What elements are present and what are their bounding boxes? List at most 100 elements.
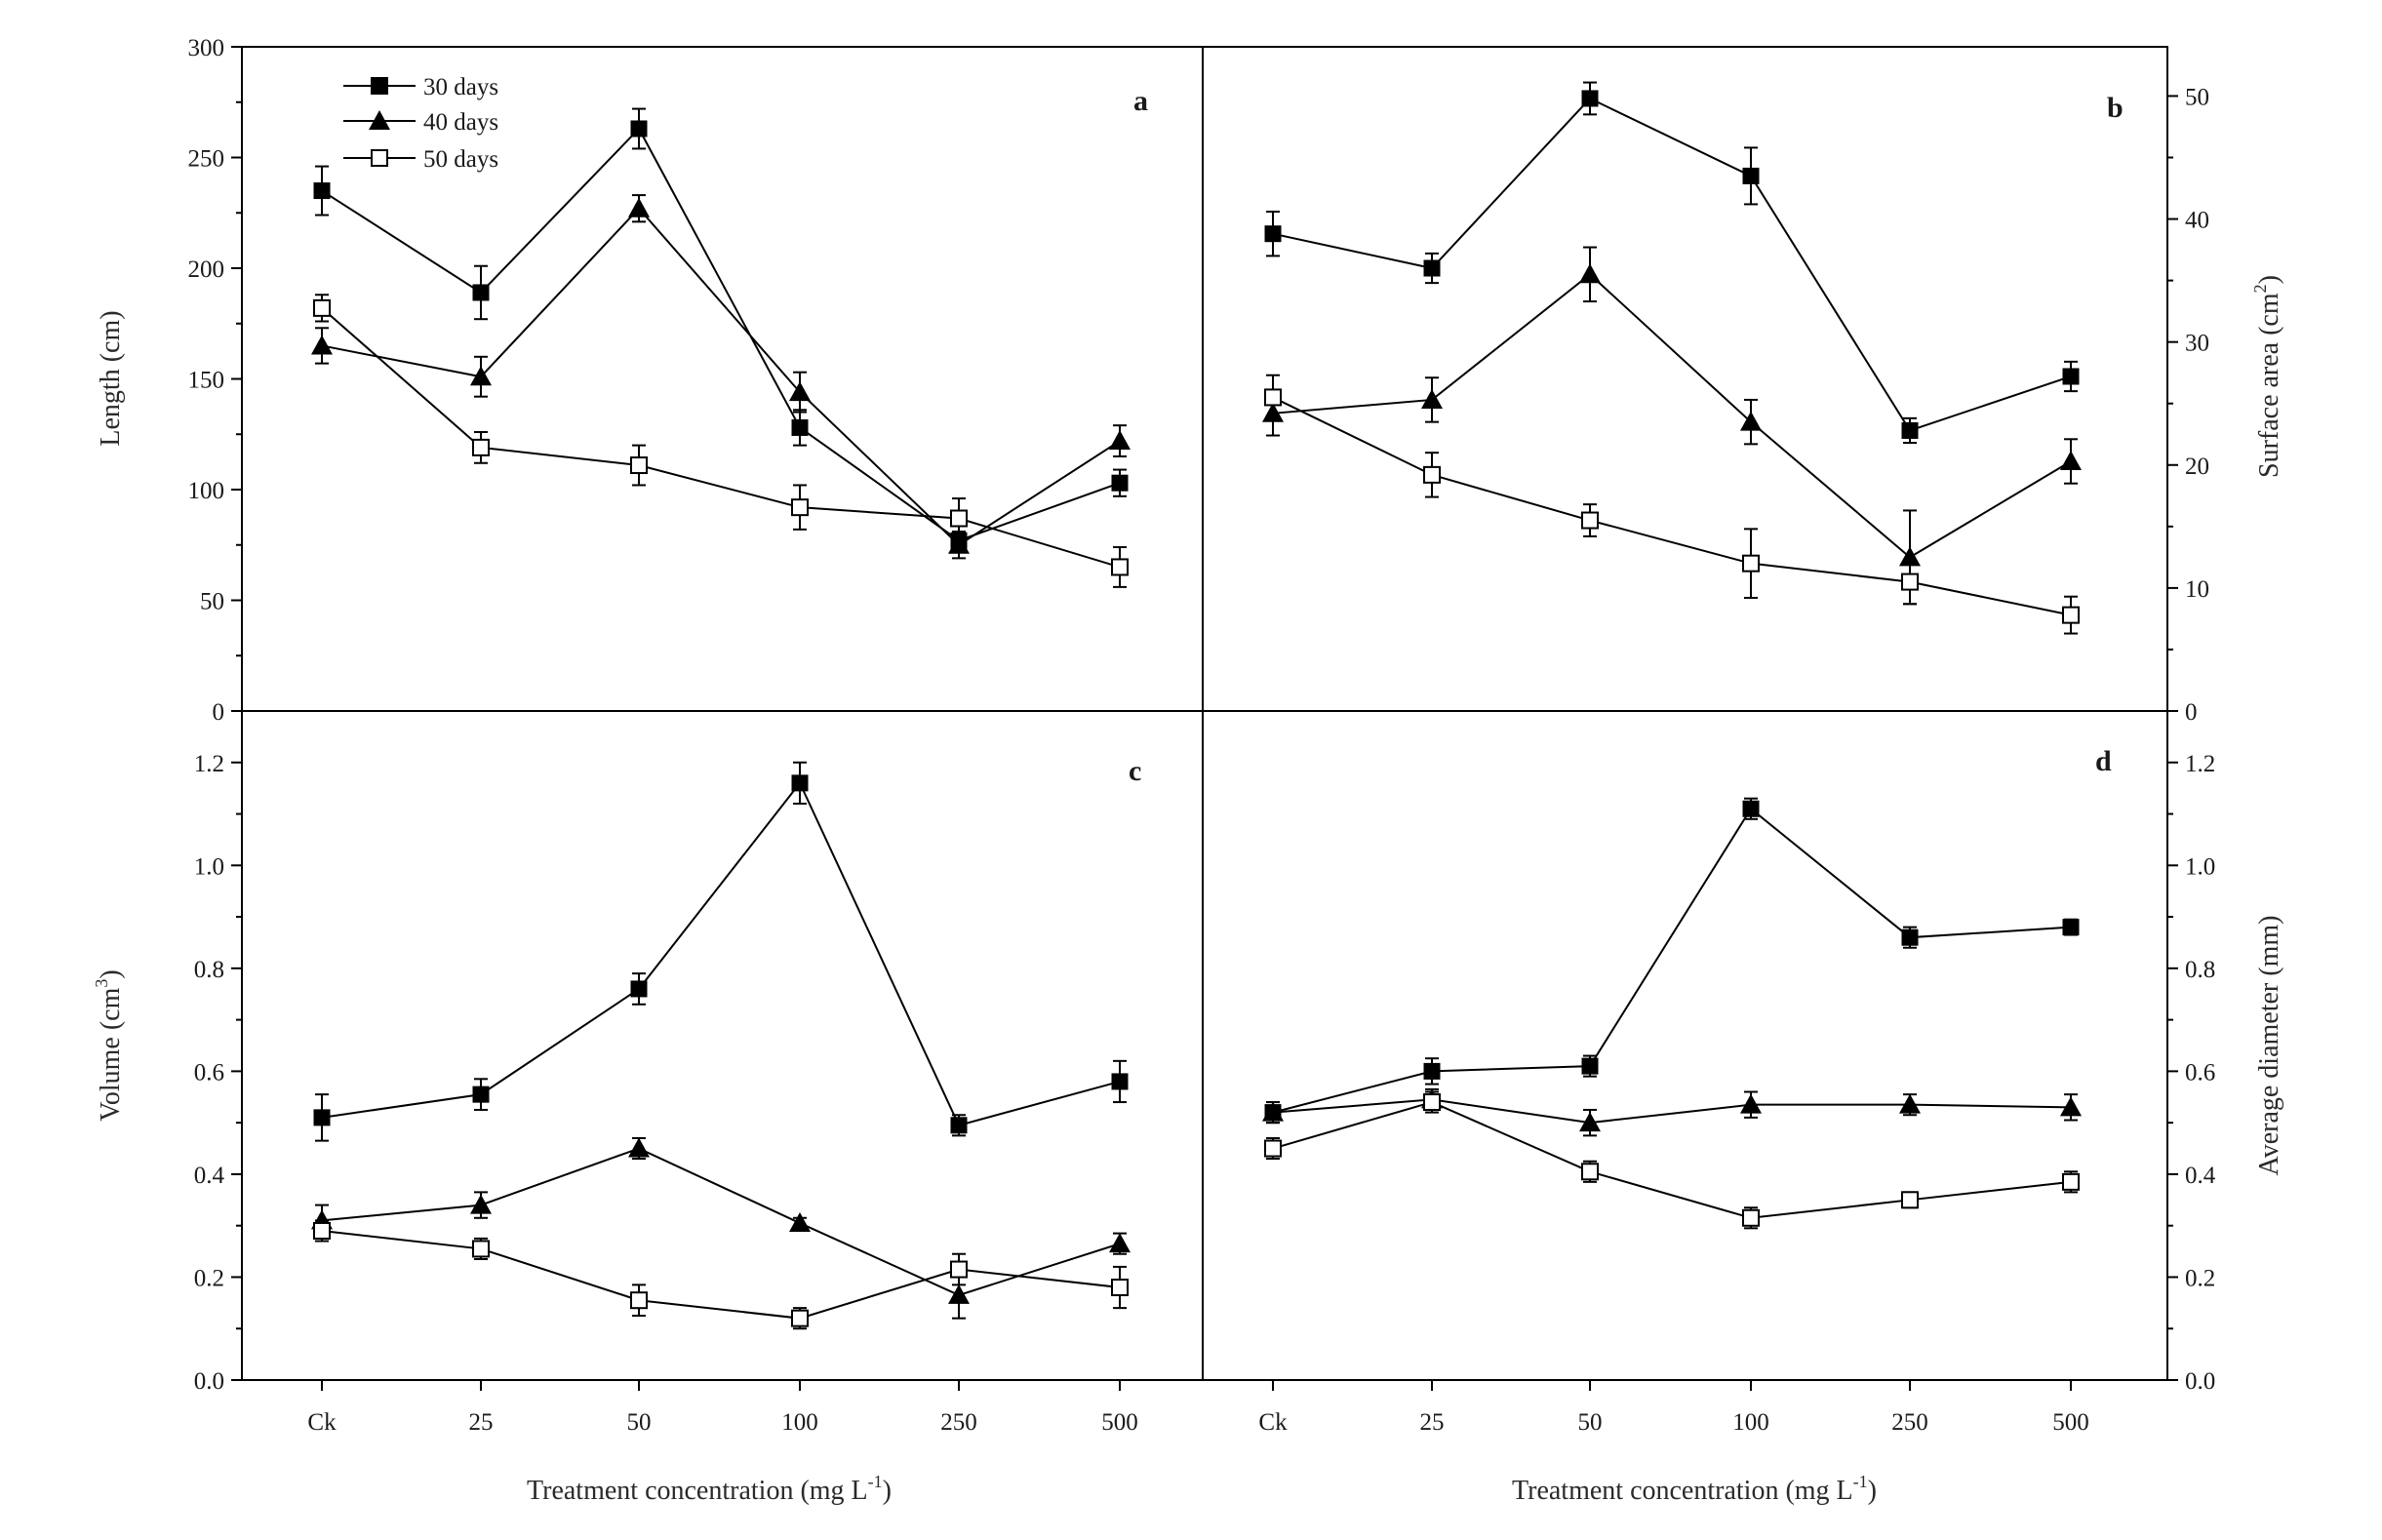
- panel-a-series-30-days-point: [791, 418, 809, 436]
- panel-d-frame: [1202, 710, 2168, 1381]
- panel-d-series-30-days: [1264, 797, 2080, 1125]
- panel-c-y-axis-title-close: ): [96, 969, 126, 978]
- panel-d-y-axis-title: Average diameter (mm): [2254, 916, 2284, 1176]
- panel-a-ytick-label: 250: [188, 146, 225, 173]
- panel-b-ytick-label: 50: [2185, 84, 2209, 110]
- x-axis-title-left: Treatment concentration (mg L-1): [527, 1472, 892, 1506]
- panel-d-ytick-label: 1.0: [2185, 853, 2215, 880]
- panel-d-series-40-days-point: [1899, 1093, 1921, 1114]
- panel-b-y-axis-title-sup: 2: [2250, 284, 2270, 293]
- x-axis-title-right: Treatment concentration (mg L-1): [1512, 1472, 1877, 1506]
- panel-b-series-40-days-point: [1579, 263, 1601, 284]
- panel-b-series-40-days-point: [1421, 388, 1443, 409]
- legend: 30 days 40 days 50 days: [343, 74, 498, 173]
- panel-b-frame: [1202, 46, 2168, 712]
- panel-a-y-axis-title-text: Length (cm): [96, 310, 126, 446]
- panel-c-ytick-label: 0.4: [194, 1163, 225, 1189]
- panel-c-ytick-label: 1.2: [194, 751, 224, 777]
- legend-label-50-days: 50 days: [423, 146, 498, 173]
- panel-b-series-50-days-point: [1901, 573, 1919, 591]
- panel-d-xtick-label: Ck: [1258, 1409, 1288, 1436]
- panel-a-letter: a: [1133, 85, 1148, 117]
- panel-c-xtick-label: 100: [781, 1409, 818, 1436]
- panel-d-ytick-label: 0.8: [2185, 957, 2215, 983]
- panel-d-series-50-days-point: [1581, 1163, 1599, 1181]
- legend-marker-30-days: [371, 77, 388, 95]
- panel-c-xtick-label: 500: [1101, 1409, 1138, 1436]
- panel-d-ytick-label: 0.6: [2185, 1059, 2215, 1086]
- panel-a-series-30-days-point: [313, 182, 331, 200]
- panel-c-series-30-days-point: [472, 1086, 490, 1103]
- panel-c-y-axis-title-text: Volume (cm: [96, 987, 126, 1121]
- panel-d-series-40-days-point: [1262, 1101, 1284, 1122]
- panel-c-ytick-label: 1.0: [194, 853, 224, 880]
- panel-c-series-40-days-point: [1109, 1233, 1131, 1253]
- panel-a-frame: [241, 46, 1204, 712]
- panel-a-ytick-label: 100: [188, 478, 225, 504]
- panel-b: 0 10 20 30 40 50 Surface area (cm2) b: [1202, 46, 2284, 726]
- panel-b-ytick-label: 40: [2185, 208, 2209, 234]
- panel-b-series-30-days-point: [1423, 259, 1441, 277]
- panel-b-series-50-days-point: [1742, 554, 1760, 573]
- panel-b-series-30-days-point: [1742, 167, 1760, 184]
- panel-c-series-30-days-point: [791, 774, 809, 792]
- x-axis-title-left-close: ): [883, 1476, 892, 1506]
- panel-d-ytick-label: 0.2: [2185, 1265, 2215, 1291]
- panel-b-series-50-days: [1264, 374, 2080, 635]
- panel-c-series-50-days-point: [791, 1309, 809, 1327]
- panel-d-series-30-days-point: [1581, 1057, 1599, 1075]
- panel-a-series-50-days-point: [1111, 558, 1129, 576]
- panel-d-series-50-days-point: [1901, 1191, 1919, 1209]
- panel-c-ytick-label: 0.8: [194, 957, 224, 983]
- panel-b-series-50-days-point: [1581, 511, 1599, 530]
- panel-c-series-30-days-line: [321, 780, 1121, 1126]
- legend-label-40-days: 40 days: [423, 109, 498, 136]
- panel-c-series-50-days: [313, 1219, 1129, 1330]
- panel-d-ytick-label: 1.2: [2185, 751, 2215, 777]
- panel-b-series-40-days-point: [1899, 546, 1921, 567]
- panel-c-series-40-days-line: [321, 1147, 1121, 1297]
- panel-a-y-axis-title: Length (cm): [96, 310, 126, 446]
- panel-a-series-30-days-point: [1111, 474, 1129, 492]
- panel-c-xtick-label: 250: [940, 1409, 977, 1436]
- panel-b-series-50-days-line: [1272, 396, 2072, 616]
- panel-a-series-40-days: [311, 194, 1131, 560]
- x-axis-title-left-sup: -1: [868, 1472, 883, 1491]
- panel-a-ytick-label: 200: [188, 257, 225, 283]
- x-axis-title-right-text: Treatment concentration (mg L: [1512, 1476, 1853, 1506]
- panel-d-series-50-days: [1264, 1090, 2080, 1230]
- panel-c-series-30-days-point: [950, 1117, 968, 1134]
- panel-a-series-50-days-point: [950, 509, 968, 528]
- panel-d-xtick-label: 100: [1732, 1409, 1769, 1436]
- panel-d: 0.0 0.2 0.4 0.6 0.8 1.0 1.2 Ck 25 50 100 250 500 Aver…: [1202, 710, 2284, 1436]
- panel-c-letter: c: [1129, 755, 1141, 787]
- panel-d-xtick-label: 250: [1891, 1409, 1928, 1436]
- legend-marker-40-days: [369, 110, 390, 130]
- panel-c-series-30-days-point: [630, 980, 648, 998]
- panel-a-ytick-label: 0: [213, 699, 225, 726]
- panel-c-y-axis-title-sup: 3: [92, 979, 111, 988]
- panel-c-series-50-days-point: [472, 1240, 490, 1258]
- panel-d-series-40-days-point: [1740, 1093, 1762, 1114]
- panel-b-y-axis-title-text: Surface area (cm: [2254, 293, 2284, 478]
- panel-d-xtick-label: 50: [1578, 1409, 1603, 1436]
- panel-a-series-50-days-line: [321, 307, 1121, 569]
- panel-d-series-30-days-point: [1742, 800, 1760, 817]
- panel-a-series-30-days-line: [321, 127, 1121, 542]
- panel-d-series-50-days-point: [1423, 1093, 1441, 1112]
- panel-d-series-30-days-point: [1423, 1062, 1441, 1080]
- panel-a-series-30-days-point: [630, 120, 648, 138]
- panel-a-series-50-days-point: [791, 498, 809, 517]
- panel-a: 0 50 100 150 200 250 300 Length (cm) a: [96, 35, 1204, 726]
- panel-d-series-50-days-line: [1272, 1100, 2072, 1219]
- panel-b-series-50-days-point: [2062, 606, 2080, 624]
- panel-a-series-40-days-point: [628, 197, 650, 217]
- panel-c-series-40-days-point: [470, 1194, 492, 1214]
- legend-item-50-days: 50 days: [343, 146, 498, 173]
- panel-c-series-30-days-point: [1111, 1073, 1129, 1090]
- panel-c-xtick-label: 50: [627, 1409, 652, 1436]
- panel-b-series-30-days-point: [1581, 90, 1599, 107]
- panel-d-series-40-days-point: [1579, 1112, 1601, 1132]
- legend-item-40-days: 40 days: [343, 109, 498, 136]
- panel-c-series-50-days-point: [630, 1291, 648, 1310]
